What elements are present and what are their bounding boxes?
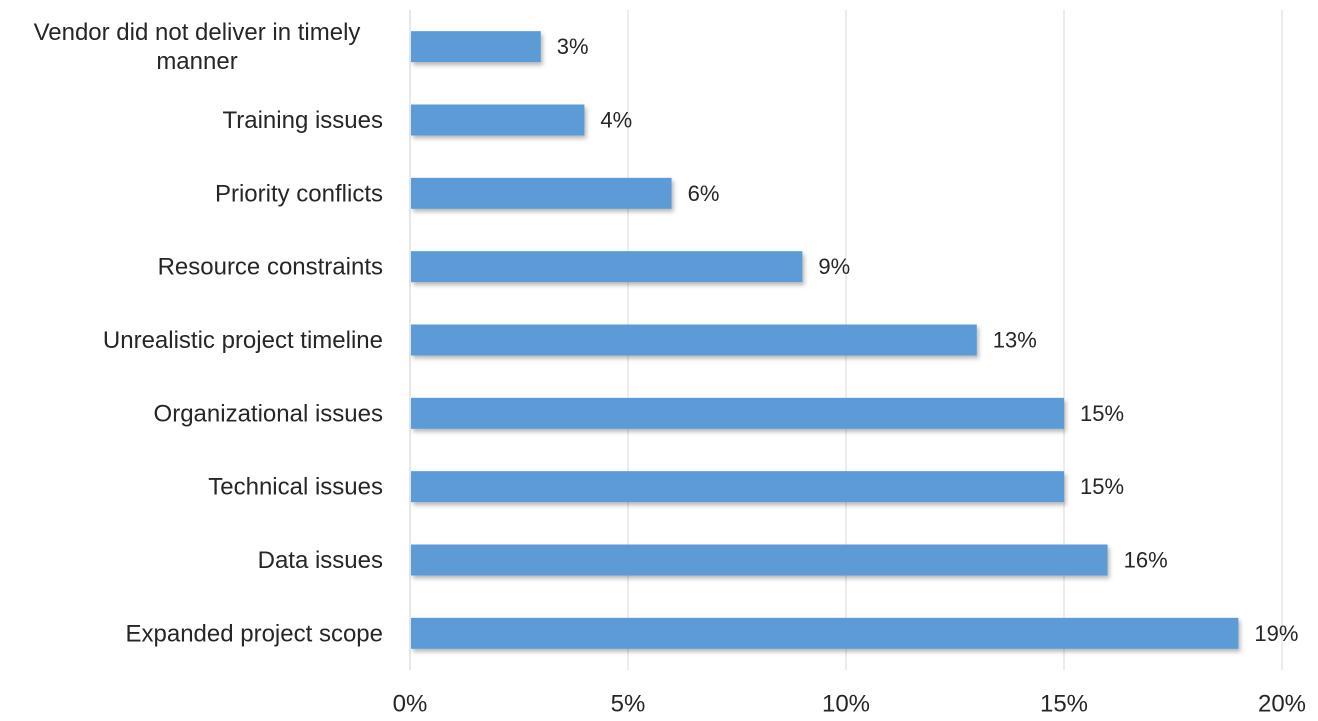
x-tick-label: 0%: [393, 691, 428, 718]
data-label: 6%: [688, 181, 720, 206]
data-label: 13%: [993, 328, 1037, 353]
x-tick-label: 10%: [822, 691, 870, 718]
data-label: 3%: [557, 34, 589, 59]
x-tick-label: 15%: [1040, 691, 1088, 718]
x-tick-label: 20%: [1258, 691, 1306, 718]
bar-8: [411, 544, 1108, 576]
bar-2: [411, 104, 585, 136]
data-label: 15%: [1080, 474, 1124, 499]
bar-4: [411, 251, 803, 283]
category-label: Unrealistic project timeline: [103, 327, 383, 354]
bar-5: [411, 324, 977, 356]
bar-7: [411, 471, 1064, 503]
category-label: Training issues: [222, 107, 383, 134]
data-label: 4%: [600, 108, 632, 133]
bar-1: [411, 31, 541, 63]
category-label: Technical issues: [208, 473, 383, 500]
data-label: 19%: [1254, 621, 1298, 646]
data-label: 9%: [818, 254, 850, 279]
bar-9: [411, 617, 1239, 649]
category-label: Resource constraints: [158, 253, 383, 280]
x-tick-label: 5%: [611, 691, 646, 718]
category-label: Vendor did not deliver in timely manner: [34, 19, 361, 75]
data-label: 16%: [1124, 548, 1168, 573]
data-label: 15%: [1080, 401, 1124, 426]
bar-3: [411, 177, 672, 209]
category-label: Expanded project scope: [125, 620, 383, 647]
category-label: Data issues: [258, 547, 383, 574]
category-label: Organizational issues: [154, 400, 383, 427]
bar-6: [411, 397, 1064, 429]
category-label: Priority conflicts: [215, 180, 383, 207]
